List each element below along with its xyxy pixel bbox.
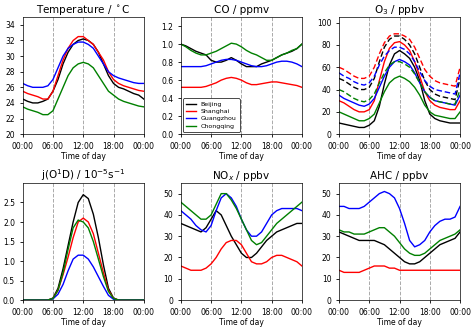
X-axis label: Time of day: Time of day: [377, 152, 422, 161]
X-axis label: Time of day: Time of day: [377, 318, 422, 327]
Title: Temperature / $^\circ$C: Temperature / $^\circ$C: [36, 3, 130, 17]
Title: AHC / ppbv: AHC / ppbv: [370, 171, 428, 181]
Title: j(O$^1$D) / $10^{-5}$s$^{-1}$: j(O$^1$D) / $10^{-5}$s$^{-1}$: [41, 167, 126, 183]
X-axis label: Time of day: Time of day: [61, 152, 106, 161]
X-axis label: Time of day: Time of day: [219, 152, 264, 161]
X-axis label: Time of day: Time of day: [61, 318, 106, 327]
X-axis label: Time of day: Time of day: [219, 318, 264, 327]
Title: NO$_x$ / ppbv: NO$_x$ / ppbv: [212, 169, 271, 183]
Legend: Beijing, Shanghai, Guangzhou, Chongqing: Beijing, Shanghai, Guangzhou, Chongqing: [183, 98, 240, 132]
Title: O$_3$ / ppbv: O$_3$ / ppbv: [374, 3, 425, 17]
Title: CO / ppmv: CO / ppmv: [214, 5, 269, 15]
